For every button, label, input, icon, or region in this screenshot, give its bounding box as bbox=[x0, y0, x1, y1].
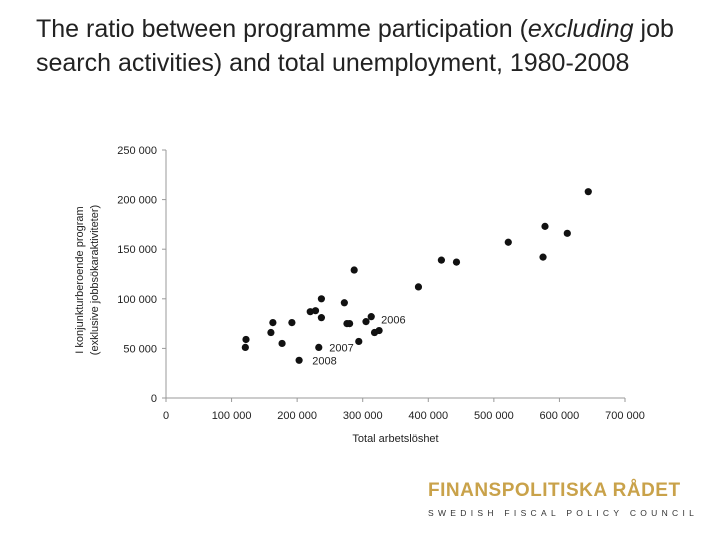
x-tick-label: 600 000 bbox=[540, 410, 580, 422]
title-emphasis: excluding bbox=[527, 15, 634, 43]
data-point bbox=[541, 222, 549, 230]
data-point bbox=[563, 229, 571, 237]
data-point bbox=[278, 339, 286, 348]
x-tick-label: 300 000 bbox=[343, 410, 383, 422]
y-tick-label: 50 000 bbox=[123, 343, 157, 355]
x-tick-label: 100 000 bbox=[212, 410, 252, 422]
point-annotation: 2008 bbox=[312, 355, 336, 367]
data-point bbox=[414, 283, 423, 291]
x-tick-label: 500 000 bbox=[474, 410, 514, 422]
data-point bbox=[355, 337, 363, 346]
data-point bbox=[269, 319, 277, 327]
data-point bbox=[362, 318, 370, 326]
data-point bbox=[346, 320, 354, 328]
y-tick-label: 0 bbox=[151, 393, 157, 405]
data-point bbox=[288, 319, 296, 327]
logo: FINANSPOLITISKA RÅDET SWEDISH FISCAL POL… bbox=[428, 480, 708, 518]
data-point bbox=[504, 238, 512, 246]
point-annotation: 2007 bbox=[329, 342, 353, 354]
data-point bbox=[584, 188, 592, 196]
slide-title: The ratio between programme participatio… bbox=[36, 12, 676, 80]
data-point bbox=[367, 313, 375, 321]
point-annotation: 2006 bbox=[381, 315, 405, 327]
logo-sub-text: SWEDISH FISCAL POLICY COUNCIL bbox=[428, 508, 699, 518]
data-point bbox=[539, 253, 547, 261]
x-tick-label: 400 000 bbox=[408, 410, 448, 422]
x-tick-label: 200 000 bbox=[277, 410, 317, 422]
chart-labels: 0 100 000 200 000 300 000 400 000 500 000 600 … bbox=[74, 145, 645, 445]
y-axis-title-line1: I konjunkturberoende program bbox=[74, 206, 86, 353]
y-axis-title-line2: (exklusive jobbsökaraktiviteter) bbox=[89, 205, 101, 355]
data-point bbox=[311, 307, 320, 315]
data-point bbox=[350, 266, 358, 274]
title-part2: job search activities) and total unemplo… bbox=[36, 15, 674, 77]
data-point bbox=[242, 335, 250, 344]
logo-main-text: FINANSPOLITISKA RÅDET bbox=[428, 480, 681, 501]
x-tick-label: 700 000 bbox=[605, 410, 645, 422]
data-point bbox=[315, 343, 323, 352]
x-tick-label: 0 bbox=[163, 410, 169, 422]
data-point bbox=[317, 295, 326, 303]
title-part1: The ratio between programme participatio… bbox=[36, 15, 528, 43]
data-point bbox=[340, 299, 348, 307]
y-tick-label: 150 000 bbox=[117, 244, 157, 256]
y-tick-label: 100 000 bbox=[117, 294, 157, 306]
y-tick-label: 200 000 bbox=[117, 195, 157, 207]
chart-axes bbox=[162, 149, 626, 402]
data-point bbox=[317, 314, 326, 322]
data-point bbox=[452, 258, 461, 266]
chart-points bbox=[241, 188, 592, 364]
data-point bbox=[267, 328, 275, 337]
data-point bbox=[375, 326, 383, 335]
data-point bbox=[241, 343, 249, 352]
data-point bbox=[295, 356, 303, 364]
y-tick-label: 250 000 bbox=[117, 145, 157, 157]
x-axis-title: Total arbetslöshet bbox=[352, 433, 438, 445]
data-point bbox=[437, 256, 445, 264]
